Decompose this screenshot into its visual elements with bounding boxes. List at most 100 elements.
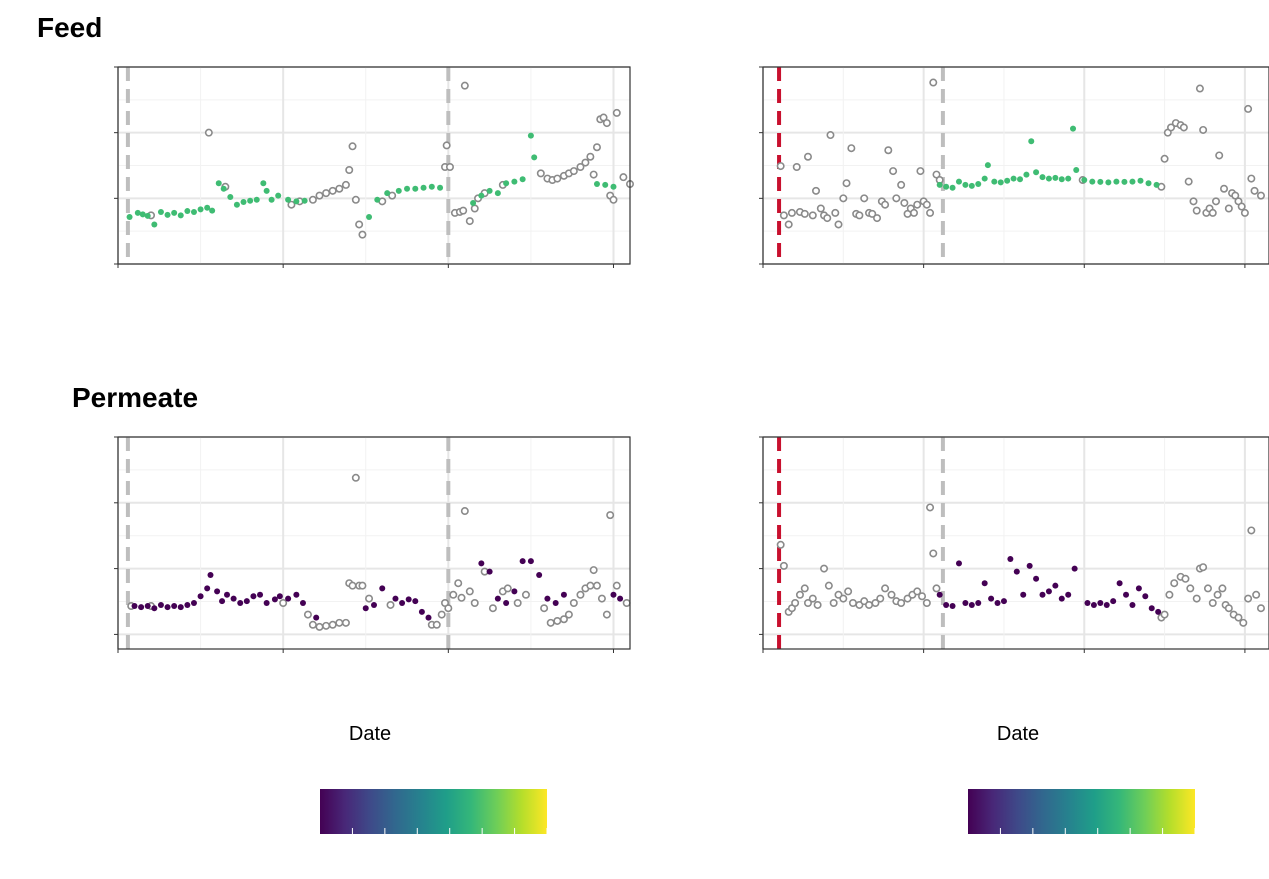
point-conductivity — [276, 593, 283, 600]
point-conductivity — [204, 204, 211, 211]
point-no-conductivity — [592, 143, 601, 152]
point-no-conductivity — [1192, 206, 1201, 215]
point-no-conductivity — [328, 620, 337, 629]
point-no-conductivity — [576, 590, 585, 599]
point-conductivity — [1129, 601, 1136, 608]
point-no-conductivity — [803, 152, 812, 161]
point-no-conductivity — [1220, 184, 1229, 193]
point-conductivity — [366, 213, 373, 220]
point-conductivity — [190, 208, 197, 215]
point-conductivity — [519, 176, 526, 183]
point-no-conductivity — [315, 622, 324, 631]
point-no-conductivity — [1240, 208, 1249, 217]
point-conductivity — [955, 178, 962, 185]
x-axis-title-right: Date — [997, 723, 1039, 745]
point-conductivity — [1000, 598, 1007, 605]
point-conductivity — [1081, 177, 1088, 184]
point-no-conductivity — [784, 220, 793, 229]
point-no-conductivity — [1256, 191, 1265, 200]
point-no-conductivity — [887, 590, 896, 599]
point-no-conductivity — [619, 173, 628, 182]
point-no-conductivity — [388, 191, 397, 200]
point-no-conductivity — [586, 152, 595, 161]
point-no-conductivity — [1192, 594, 1201, 603]
point-no-conductivity — [800, 209, 809, 218]
point-conductivity — [299, 600, 306, 607]
point-conductivity — [962, 600, 969, 607]
point-conductivity — [437, 184, 444, 191]
point-no-conductivity — [358, 230, 367, 239]
point-no-conductivity — [913, 587, 922, 596]
gridlines — [762, 436, 1269, 649]
point-no-conductivity — [823, 214, 832, 223]
point-no-conductivity — [609, 195, 618, 204]
point-no-conductivity — [341, 180, 350, 189]
point-no-conductivity — [322, 189, 331, 198]
point-conductivity — [263, 600, 270, 607]
feed-left-panel — [114, 66, 634, 268]
point-no-conductivity — [315, 191, 324, 200]
point-conductivity — [1039, 591, 1046, 598]
point-conductivity — [1090, 601, 1097, 608]
point-no-conductivity — [279, 599, 288, 608]
point-conductivity — [1010, 175, 1017, 182]
point-conductivity — [527, 132, 534, 139]
point-no-conductivity — [351, 473, 360, 482]
point-conductivity — [151, 605, 158, 612]
point-conductivity — [1070, 125, 1077, 132]
point-conductivity — [164, 211, 171, 218]
point-conductivity — [184, 208, 191, 215]
point-no-conductivity — [581, 158, 590, 167]
point-no-conductivity — [1234, 613, 1243, 622]
point-no-conductivity — [816, 204, 825, 213]
point-conductivity — [405, 596, 412, 603]
point-no-conductivity — [803, 599, 812, 608]
point-conductivity — [263, 187, 270, 194]
point-conductivity — [301, 197, 308, 204]
point-conductivity — [943, 601, 950, 608]
point-conductivity — [1028, 138, 1035, 145]
point-conductivity — [610, 591, 617, 598]
point-conductivity — [395, 187, 402, 194]
point-no-conductivity — [926, 208, 935, 217]
point-conductivity — [227, 193, 234, 200]
point-no-conductivity — [1167, 123, 1176, 132]
permeate-title: Permeate — [72, 382, 198, 413]
point-conductivity — [1065, 175, 1072, 182]
point-no-conductivity — [599, 113, 608, 122]
point-no-conductivity — [612, 581, 621, 590]
point-conductivity — [975, 600, 982, 607]
point-conductivity — [936, 591, 943, 598]
point-no-conductivity — [1244, 594, 1253, 603]
point-conductivity — [610, 183, 617, 190]
point-conductivity — [260, 180, 267, 187]
point-conductivity — [126, 213, 133, 220]
point-conductivity — [418, 608, 425, 615]
point-no-conductivity — [824, 581, 833, 590]
point-no-conductivity — [834, 220, 843, 229]
point-no-conductivity — [355, 220, 364, 229]
point-conductivity — [197, 206, 204, 213]
point-conductivity — [602, 181, 609, 188]
point-conductivity — [593, 181, 600, 188]
point-conductivity — [1142, 593, 1149, 600]
point-conductivity — [285, 595, 292, 602]
point-conductivity — [1052, 582, 1059, 589]
point-no-conductivity — [808, 211, 817, 220]
point-no-conductivity — [454, 579, 463, 588]
point-conductivity — [164, 604, 171, 611]
point-conductivity — [994, 600, 1001, 607]
point-conductivity — [544, 595, 551, 602]
point-no-conductivity — [1160, 610, 1169, 619]
point-no-conductivity — [929, 78, 938, 87]
point-no-conductivity — [444, 604, 453, 613]
point-conductivity — [536, 571, 543, 578]
point-conductivity — [1058, 176, 1065, 183]
point-no-conductivity — [1195, 84, 1204, 93]
point-no-conductivity — [612, 108, 621, 117]
point-conductivity — [527, 558, 534, 565]
point-no-conductivity — [553, 616, 562, 625]
point-conductivity — [425, 614, 432, 621]
point-no-conductivity — [1211, 197, 1220, 206]
point-no-conductivity — [303, 610, 312, 619]
